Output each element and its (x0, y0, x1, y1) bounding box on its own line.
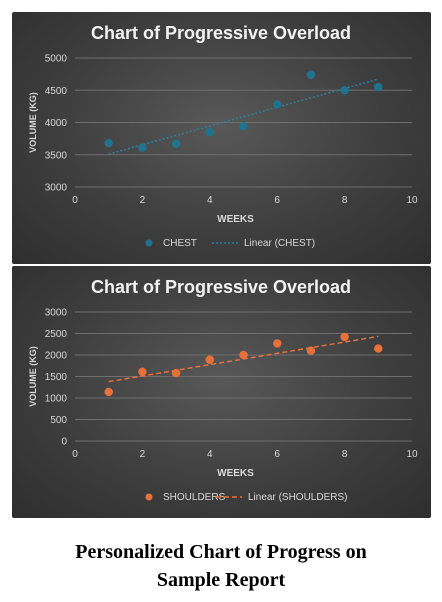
shoulders-legend-series-label: SHOULDERS (163, 492, 226, 503)
chest-data-point (171, 139, 181, 149)
shoulders-legend-marker (145, 493, 153, 501)
shoulders-data-point (239, 350, 248, 360)
chest-data-point (272, 100, 282, 109)
shoulders-x-tick-label: 8 (342, 449, 348, 460)
chest-x-tick-label: 6 (274, 195, 280, 206)
shoulders-data-point (306, 346, 316, 355)
chest-legend-trend-label: Linear (CHEST) (244, 238, 315, 249)
shoulders-legend-trend-label: Linear (SHOULDERS) (248, 492, 347, 503)
chest-y-tick-label: 4500 (45, 86, 68, 97)
chest-data-point (104, 138, 113, 148)
shoulders-y-tick-label: 1000 (45, 394, 68, 405)
shoulders-data-point (104, 387, 113, 397)
chest-chart-panel: Chart of Progressive Overload 3000 3500 400… (12, 12, 431, 264)
chest-x-tick-label: 10 (406, 195, 418, 206)
chest-x-tick-label: 0 (72, 195, 78, 206)
chest-chart-title: Chart of Progressive Overload (91, 23, 351, 43)
shoulders-x-tick-label: 4 (207, 449, 213, 460)
chest-y-tick-label: 4000 (45, 118, 68, 129)
shoulders-y-tick-label: 3000 (45, 308, 68, 319)
shoulders-y-tick-label: 2500 (45, 329, 68, 340)
figure-caption-line1: Personalized Chart of Progress on (75, 541, 367, 563)
shoulders-y-tick-label: 1500 (45, 372, 68, 383)
chest-y-tick-label: 3500 (45, 150, 68, 161)
chest-x-tick-label: 2 (140, 195, 146, 206)
shoulders-data-point (138, 367, 147, 377)
shoulders-y-axis-title: VOLUME (KG) (28, 346, 38, 407)
chest-x-tick-label: 8 (342, 195, 348, 206)
chest-y-tick-label: 3000 (45, 183, 68, 194)
figure-caption-line2: Sample Report (156, 569, 286, 591)
shoulders-y-tick-label: 2000 (45, 351, 68, 362)
shoulders-x-axis-title: WEEKS (217, 468, 254, 479)
shoulders-x-tick-label: 0 (72, 449, 78, 460)
shoulders-data-point (340, 332, 349, 342)
chest-data-point (138, 143, 147, 152)
chest-x-axis-title: WEEKS (217, 214, 254, 225)
shoulders-chart: Chart of Progressive Overload 0 500 1000 150… (28, 277, 418, 503)
chest-trendline (108, 78, 379, 155)
chest-y-tick-label: 5000 (45, 54, 68, 65)
shoulders-y-tick-label: 500 (50, 415, 67, 426)
shoulders-data-point (205, 355, 215, 364)
chest-legend-series-label: CHEST (163, 238, 197, 249)
shoulders-y-tick-label: 0 (61, 437, 67, 448)
chest-data-point (239, 122, 248, 131)
chest-data-point (306, 70, 316, 80)
shoulders-data-point (171, 368, 181, 378)
chest-data-point (374, 82, 383, 92)
shoulders-chart-title: Chart of Progressive Overload (91, 277, 351, 297)
chest-chart: Chart of Progressive Overload 3000 3500 400… (28, 23, 418, 249)
shoulders-x-tick-label: 2 (140, 449, 146, 460)
chest-data-point (205, 127, 215, 137)
chest-y-axis-title: VOLUME (KG) (28, 92, 38, 153)
chest-data-point (340, 86, 349, 95)
shoulders-x-tick-label: 6 (274, 449, 280, 460)
shoulders-data-point (374, 344, 383, 353)
shoulders-x-tick-label: 10 (406, 449, 418, 460)
chest-x-tick-label: 4 (207, 195, 213, 206)
shoulders-chart-panel: Chart of Progressive Overload 0 500 1000 150… (12, 266, 431, 518)
shoulders-data-point (272, 339, 282, 348)
chest-legend-marker (145, 239, 153, 247)
